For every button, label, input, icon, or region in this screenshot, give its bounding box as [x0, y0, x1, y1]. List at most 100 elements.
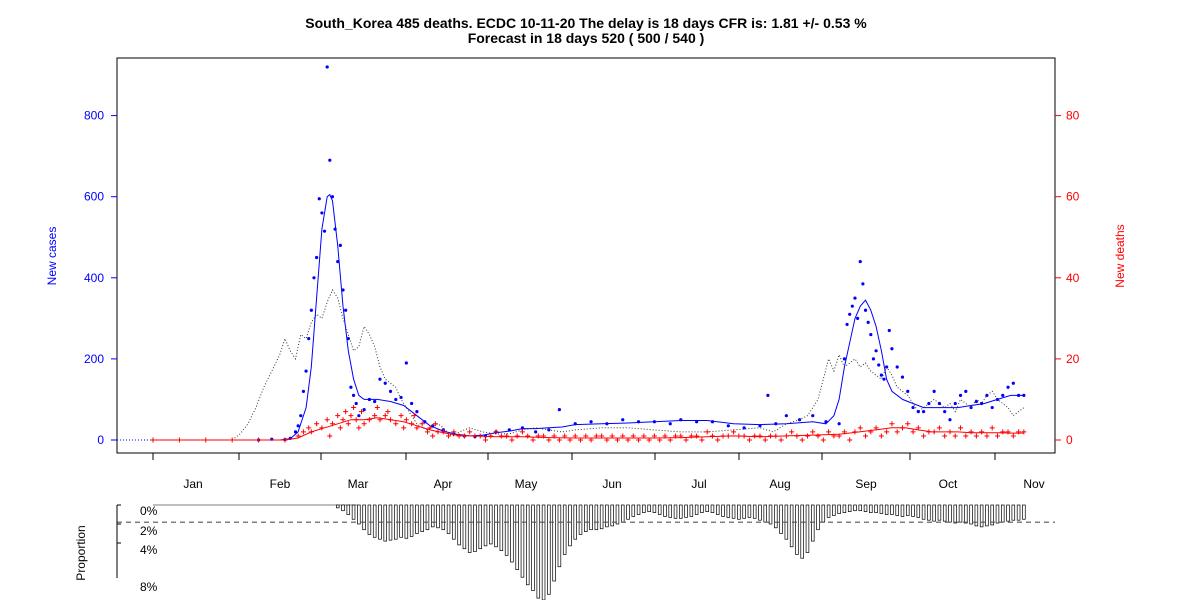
death-point	[757, 433, 763, 439]
proportion-bar	[515, 504, 519, 570]
proportion-bar	[1022, 504, 1026, 520]
proportion-bar	[826, 504, 831, 518]
proportion-bar	[810, 504, 815, 542]
right-y-axis: 0 20 40 60 80	[1055, 109, 1080, 447]
proportion-bar	[457, 504, 461, 546]
proportion-bar	[895, 504, 899, 516]
death-point	[746, 437, 752, 443]
proportion-bar	[652, 504, 657, 513]
case-point	[404, 361, 408, 365]
proportion-bar	[805, 504, 810, 553]
death-point	[514, 433, 520, 439]
proportion-bar	[842, 504, 847, 513]
case-point	[784, 414, 788, 418]
death-point	[731, 429, 737, 435]
death-point	[351, 405, 357, 411]
proportion-bar	[969, 504, 973, 525]
death-point	[403, 417, 409, 423]
proportion-bar	[409, 504, 414, 537]
x-tick-label: Aug	[769, 477, 790, 491]
death-point	[905, 421, 911, 427]
proportion-bar	[584, 504, 588, 532]
case-point	[357, 414, 361, 418]
case-point	[317, 197, 321, 201]
new-deaths-line	[153, 417, 1024, 441]
death-point	[361, 421, 367, 427]
shifted-deaths-line	[231, 288, 1025, 441]
y-tick-label: 800	[84, 109, 104, 123]
x-tick-label: Mar	[348, 477, 369, 491]
main-plot-area	[117, 65, 1027, 443]
proportion-bar	[610, 504, 614, 527]
proportion-bar	[668, 504, 672, 518]
proportion-axis: 0% 2% 4% 8%	[116, 504, 158, 594]
proportion-bar	[879, 504, 884, 514]
proportion-bar	[906, 504, 910, 516]
proportion-bar	[478, 504, 482, 550]
proportion-bar	[911, 504, 915, 517]
case-point	[985, 393, 989, 397]
death-point	[910, 429, 916, 435]
case-point	[351, 393, 356, 397]
proportion-bar	[789, 504, 794, 548]
death-point	[789, 429, 795, 435]
case-point	[866, 320, 870, 325]
death-point	[979, 429, 985, 435]
y-tick-label: 200	[84, 352, 104, 366]
case-point	[882, 377, 886, 381]
proportion-bar	[747, 504, 752, 518]
death-point	[942, 433, 948, 439]
case-point	[534, 430, 538, 434]
death-point	[810, 429, 816, 435]
death-point	[324, 417, 330, 423]
death-point	[382, 413, 388, 419]
case-point	[861, 282, 865, 286]
proportion-tick-label: 2%	[140, 524, 158, 538]
proportion-bar	[425, 504, 430, 531]
proportion-bar-plot	[117, 504, 1055, 600]
case-point	[330, 195, 335, 199]
proportion-bar	[346, 504, 351, 515]
death-point	[683, 437, 689, 443]
proportion-bar	[847, 504, 852, 513]
proportion-axis-label: Proportion	[74, 525, 88, 580]
proportion-bar	[816, 504, 820, 531]
proportion-bar	[436, 504, 440, 529]
case-point	[410, 401, 414, 406]
y-axis-label: New cases	[45, 227, 59, 286]
death-point	[345, 421, 351, 427]
x-tick-label: Jul	[691, 477, 706, 491]
proportion-bar	[964, 504, 968, 524]
case-point	[848, 312, 852, 316]
case-point	[953, 401, 957, 406]
death-point	[952, 433, 958, 439]
case-point	[837, 422, 841, 426]
death-point	[314, 421, 320, 427]
death-point	[815, 433, 821, 439]
proportion-bar	[520, 504, 525, 578]
proportion-bar	[694, 504, 699, 515]
death-point	[393, 421, 399, 427]
proportion-bar	[462, 504, 467, 550]
proportion-bar	[557, 504, 562, 568]
y-tick-label: 400	[84, 271, 104, 285]
proportion-bar	[795, 504, 799, 555]
death-point	[778, 437, 784, 443]
death-point	[958, 425, 964, 431]
proportion-bar	[626, 504, 630, 520]
proportion-bar	[663, 504, 667, 517]
proportion-bar	[547, 504, 551, 595]
death-point	[483, 437, 489, 443]
death-point	[1005, 429, 1011, 435]
proportion-bar	[562, 504, 567, 555]
case-point	[895, 365, 899, 369]
proportion-bar	[974, 504, 979, 527]
proportion-bar	[578, 504, 583, 535]
case-point	[307, 337, 311, 341]
proportion-bar	[541, 504, 546, 600]
death-point	[467, 429, 473, 435]
death-point	[762, 437, 768, 443]
case-point	[399, 395, 403, 400]
death-point	[667, 437, 673, 443]
proportion-bar	[948, 504, 952, 523]
